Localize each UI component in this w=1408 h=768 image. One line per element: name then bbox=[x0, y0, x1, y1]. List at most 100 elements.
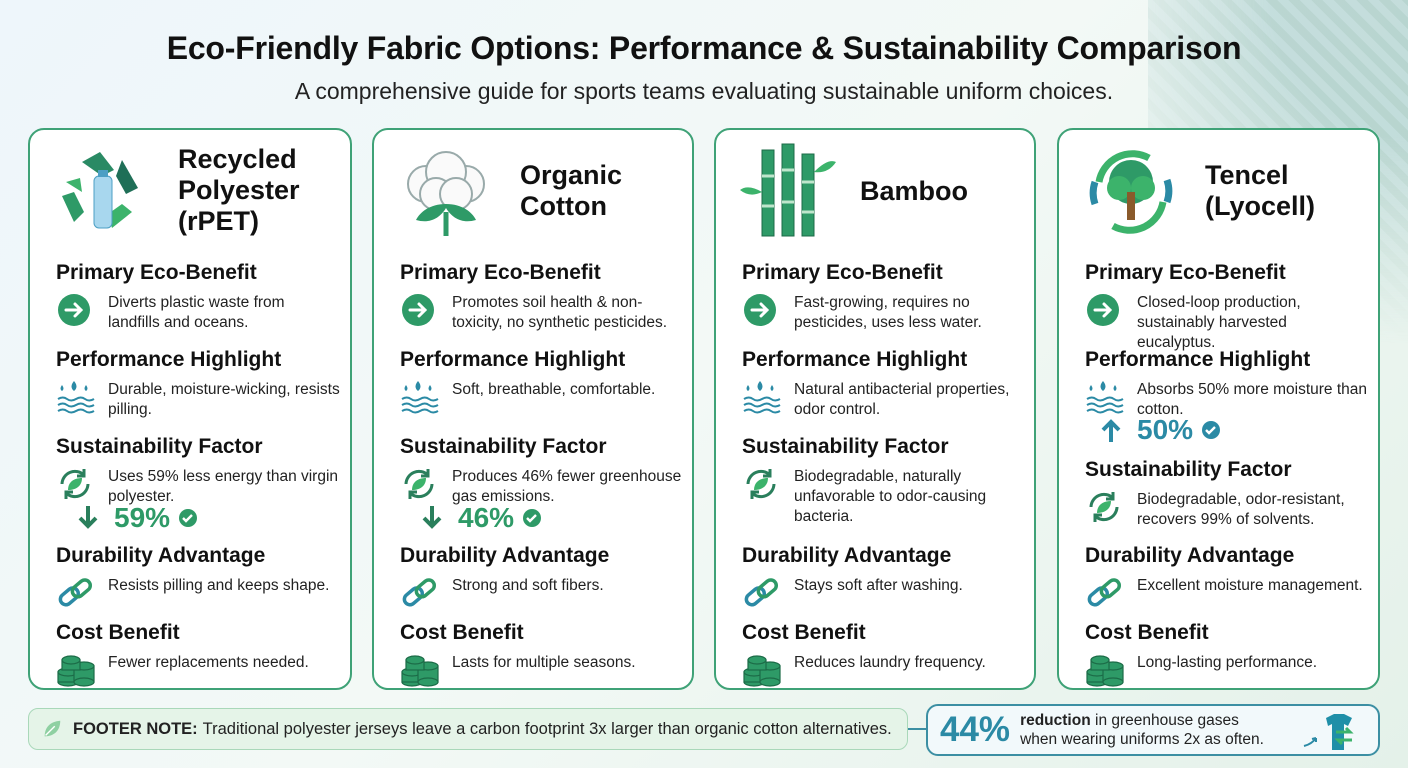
section-title: Primary Eco-Benefit bbox=[400, 261, 601, 284]
section-cost: Cost Benefit Fewer replacements needed. bbox=[56, 620, 340, 688]
section-eco: Primary Eco-Benefit Diverts plastic wast… bbox=[56, 260, 340, 333]
section-text: Long-lasting performance. bbox=[1137, 654, 1318, 671]
section-title: Cost Benefit bbox=[56, 621, 180, 644]
arrow-circle-icon bbox=[744, 294, 776, 326]
section-text: Fast-growing, requires no pesticides, us… bbox=[794, 294, 982, 331]
stat-value: 59% bbox=[114, 502, 171, 533]
fabric-card: Organic Cotton Primary Eco-Benefit Promo… bbox=[372, 128, 694, 690]
chain-link-icon bbox=[58, 578, 93, 607]
footer-label: FOOTER NOTE: bbox=[73, 719, 198, 738]
water-drops-icon bbox=[401, 381, 439, 414]
check-circle-icon bbox=[179, 509, 198, 527]
section-text: Uses 59% less energy than virgin polyest… bbox=[108, 468, 339, 505]
recycle-bottle-icon bbox=[62, 152, 138, 229]
section-text: Stays soft after washing. bbox=[794, 577, 963, 594]
callout-value: 44% bbox=[940, 710, 1011, 749]
section-dur: Durability Advantage Stays soft after wa… bbox=[742, 543, 1024, 611]
coin-stack-icon bbox=[57, 655, 95, 687]
section-cost: Cost Benefit Lasts for multiple seasons. bbox=[400, 620, 682, 688]
section-title: Performance Highlight bbox=[1085, 348, 1311, 371]
section-eco: Primary Eco-Benefit Fast-growing, requir… bbox=[742, 260, 1024, 333]
section-title: Sustainability Factor bbox=[742, 435, 949, 458]
section-text: Excellent moisture management. bbox=[1137, 577, 1363, 594]
page-title: Eco-Friendly Fabric Options: Performance… bbox=[166, 30, 1242, 66]
section-title: Sustainability Factor bbox=[400, 435, 607, 458]
fabric-card: Tencel (Lyocell) Primary Eco-Benefit Clo… bbox=[1057, 128, 1380, 690]
section-text: Diverts plastic waste from landfills and… bbox=[108, 294, 285, 331]
chain-link-icon bbox=[402, 578, 437, 607]
section-dur: Durability Advantage Strong and soft fib… bbox=[400, 543, 682, 611]
recycle-leaf-icon bbox=[746, 469, 776, 499]
section-text: Soft, breathable, comfortable. bbox=[452, 381, 656, 398]
section-title: Durability Advantage bbox=[400, 544, 610, 567]
section-perf: Performance Highlight Soft, breathable, … bbox=[400, 347, 682, 415]
chain-link-icon bbox=[744, 578, 779, 607]
section-text: Promotes soil health & non-toxicity, no … bbox=[452, 294, 668, 331]
section-title: Primary Eco-Benefit bbox=[1085, 261, 1286, 284]
callout-text-2: when wearing uniforms 2x as often. bbox=[1020, 731, 1264, 748]
water-drops-icon bbox=[743, 381, 781, 414]
stat-badge: 59% bbox=[76, 502, 212, 534]
section-text: Strong and soft fibers. bbox=[452, 577, 604, 594]
section-title: Durability Advantage bbox=[742, 544, 952, 567]
fabric-name: Organic Cotton bbox=[520, 160, 623, 221]
section-title: Performance Highlight bbox=[742, 348, 968, 371]
callout-text: reduction in greenhouse gases when weari… bbox=[1020, 711, 1264, 749]
fabric-card: Bamboo Primary Eco-Benefit Fast-growing,… bbox=[714, 128, 1036, 690]
coin-stack-icon bbox=[401, 655, 439, 687]
footer-note: FOOTER NOTE: Traditional polyester jerse… bbox=[28, 708, 908, 750]
fabric-name: Tencel (Lyocell) bbox=[1205, 160, 1316, 221]
water-drops-icon bbox=[57, 381, 95, 414]
check-circle-icon bbox=[1202, 421, 1221, 439]
section-title: Cost Benefit bbox=[1085, 621, 1209, 644]
arrow-down-icon bbox=[422, 506, 442, 529]
section-sust: Sustainability Factor Produces 46% fewer… bbox=[400, 434, 682, 507]
section-perf: Performance Highlight Absorbs 50% more m… bbox=[1085, 347, 1368, 420]
coin-stack-icon bbox=[743, 655, 781, 687]
section-title: Primary Eco-Benefit bbox=[742, 261, 943, 284]
section-text: Lasts for multiple seasons. bbox=[452, 654, 636, 671]
stat-badge: 46% bbox=[420, 502, 556, 534]
fabric-name: Recycled Polyester (rPET) bbox=[178, 144, 300, 236]
fabric-card: Recycled Polyester (rPET) Primary Eco-Be… bbox=[28, 128, 352, 690]
section-perf: Performance Highlight Durable, moisture-… bbox=[56, 347, 340, 420]
water-drops-icon bbox=[1086, 381, 1124, 414]
arrow-up-icon bbox=[1101, 419, 1121, 442]
section-dur: Durability Advantage Resists pilling and… bbox=[56, 543, 340, 611]
section-text: Natural antibacterial properties, odor c… bbox=[794, 381, 1010, 418]
stat-value: 46% bbox=[458, 502, 515, 533]
section-text: Resists pilling and keeps shape. bbox=[108, 577, 330, 594]
arrow-circle-icon bbox=[402, 294, 434, 326]
bamboo-icon bbox=[740, 143, 836, 237]
recycle-leaf-icon bbox=[60, 469, 90, 499]
section-title: Sustainability Factor bbox=[56, 435, 263, 458]
arrow-circle-icon bbox=[58, 294, 90, 326]
footer-text: Traditional polyester jerseys leave a ca… bbox=[202, 719, 892, 738]
section-title: Cost Benefit bbox=[400, 621, 524, 644]
section-cost: Cost Benefit Reduces laundry frequency. bbox=[742, 620, 1024, 688]
section-eco: Primary Eco-Benefit Promotes soil health… bbox=[400, 260, 682, 333]
section-text: Closed-loop production, sustainably harv… bbox=[1137, 294, 1301, 351]
stat-badge: 50% bbox=[1099, 414, 1235, 446]
section-title: Cost Benefit bbox=[742, 621, 866, 644]
arrow-down-icon bbox=[78, 506, 98, 529]
section-cost: Cost Benefit Long-lasting performance. bbox=[1085, 620, 1368, 688]
section-text: Biodegradable, odor-resistant, recovers … bbox=[1137, 491, 1345, 528]
recycle-leaf-icon bbox=[1089, 492, 1119, 522]
section-sust: Sustainability Factor Biodegradable, odo… bbox=[1085, 457, 1368, 530]
fabric-name: Bamboo bbox=[860, 176, 968, 206]
section-text: Durable, moisture-wicking, resists pilli… bbox=[108, 381, 340, 418]
stat-value: 50% bbox=[1137, 414, 1194, 445]
section-text: Fewer replacements needed. bbox=[108, 654, 309, 671]
section-text: Reduces laundry frequency. bbox=[794, 654, 986, 671]
section-text: Biodegradable, naturally unfavorable to … bbox=[794, 468, 987, 525]
section-title: Performance Highlight bbox=[400, 348, 626, 371]
section-perf: Performance Highlight Natural antibacter… bbox=[742, 347, 1024, 420]
section-title: Primary Eco-Benefit bbox=[56, 261, 257, 284]
section-title: Durability Advantage bbox=[56, 544, 266, 567]
jersey-cycle-icon bbox=[1303, 714, 1354, 750]
stat-callout: 44% reduction in greenhouse gases when w… bbox=[926, 704, 1380, 756]
cotton-boll-icon bbox=[407, 151, 485, 236]
section-eco: Primary Eco-Benefit Closed-loop producti… bbox=[1085, 260, 1368, 353]
connector-line bbox=[908, 728, 928, 730]
